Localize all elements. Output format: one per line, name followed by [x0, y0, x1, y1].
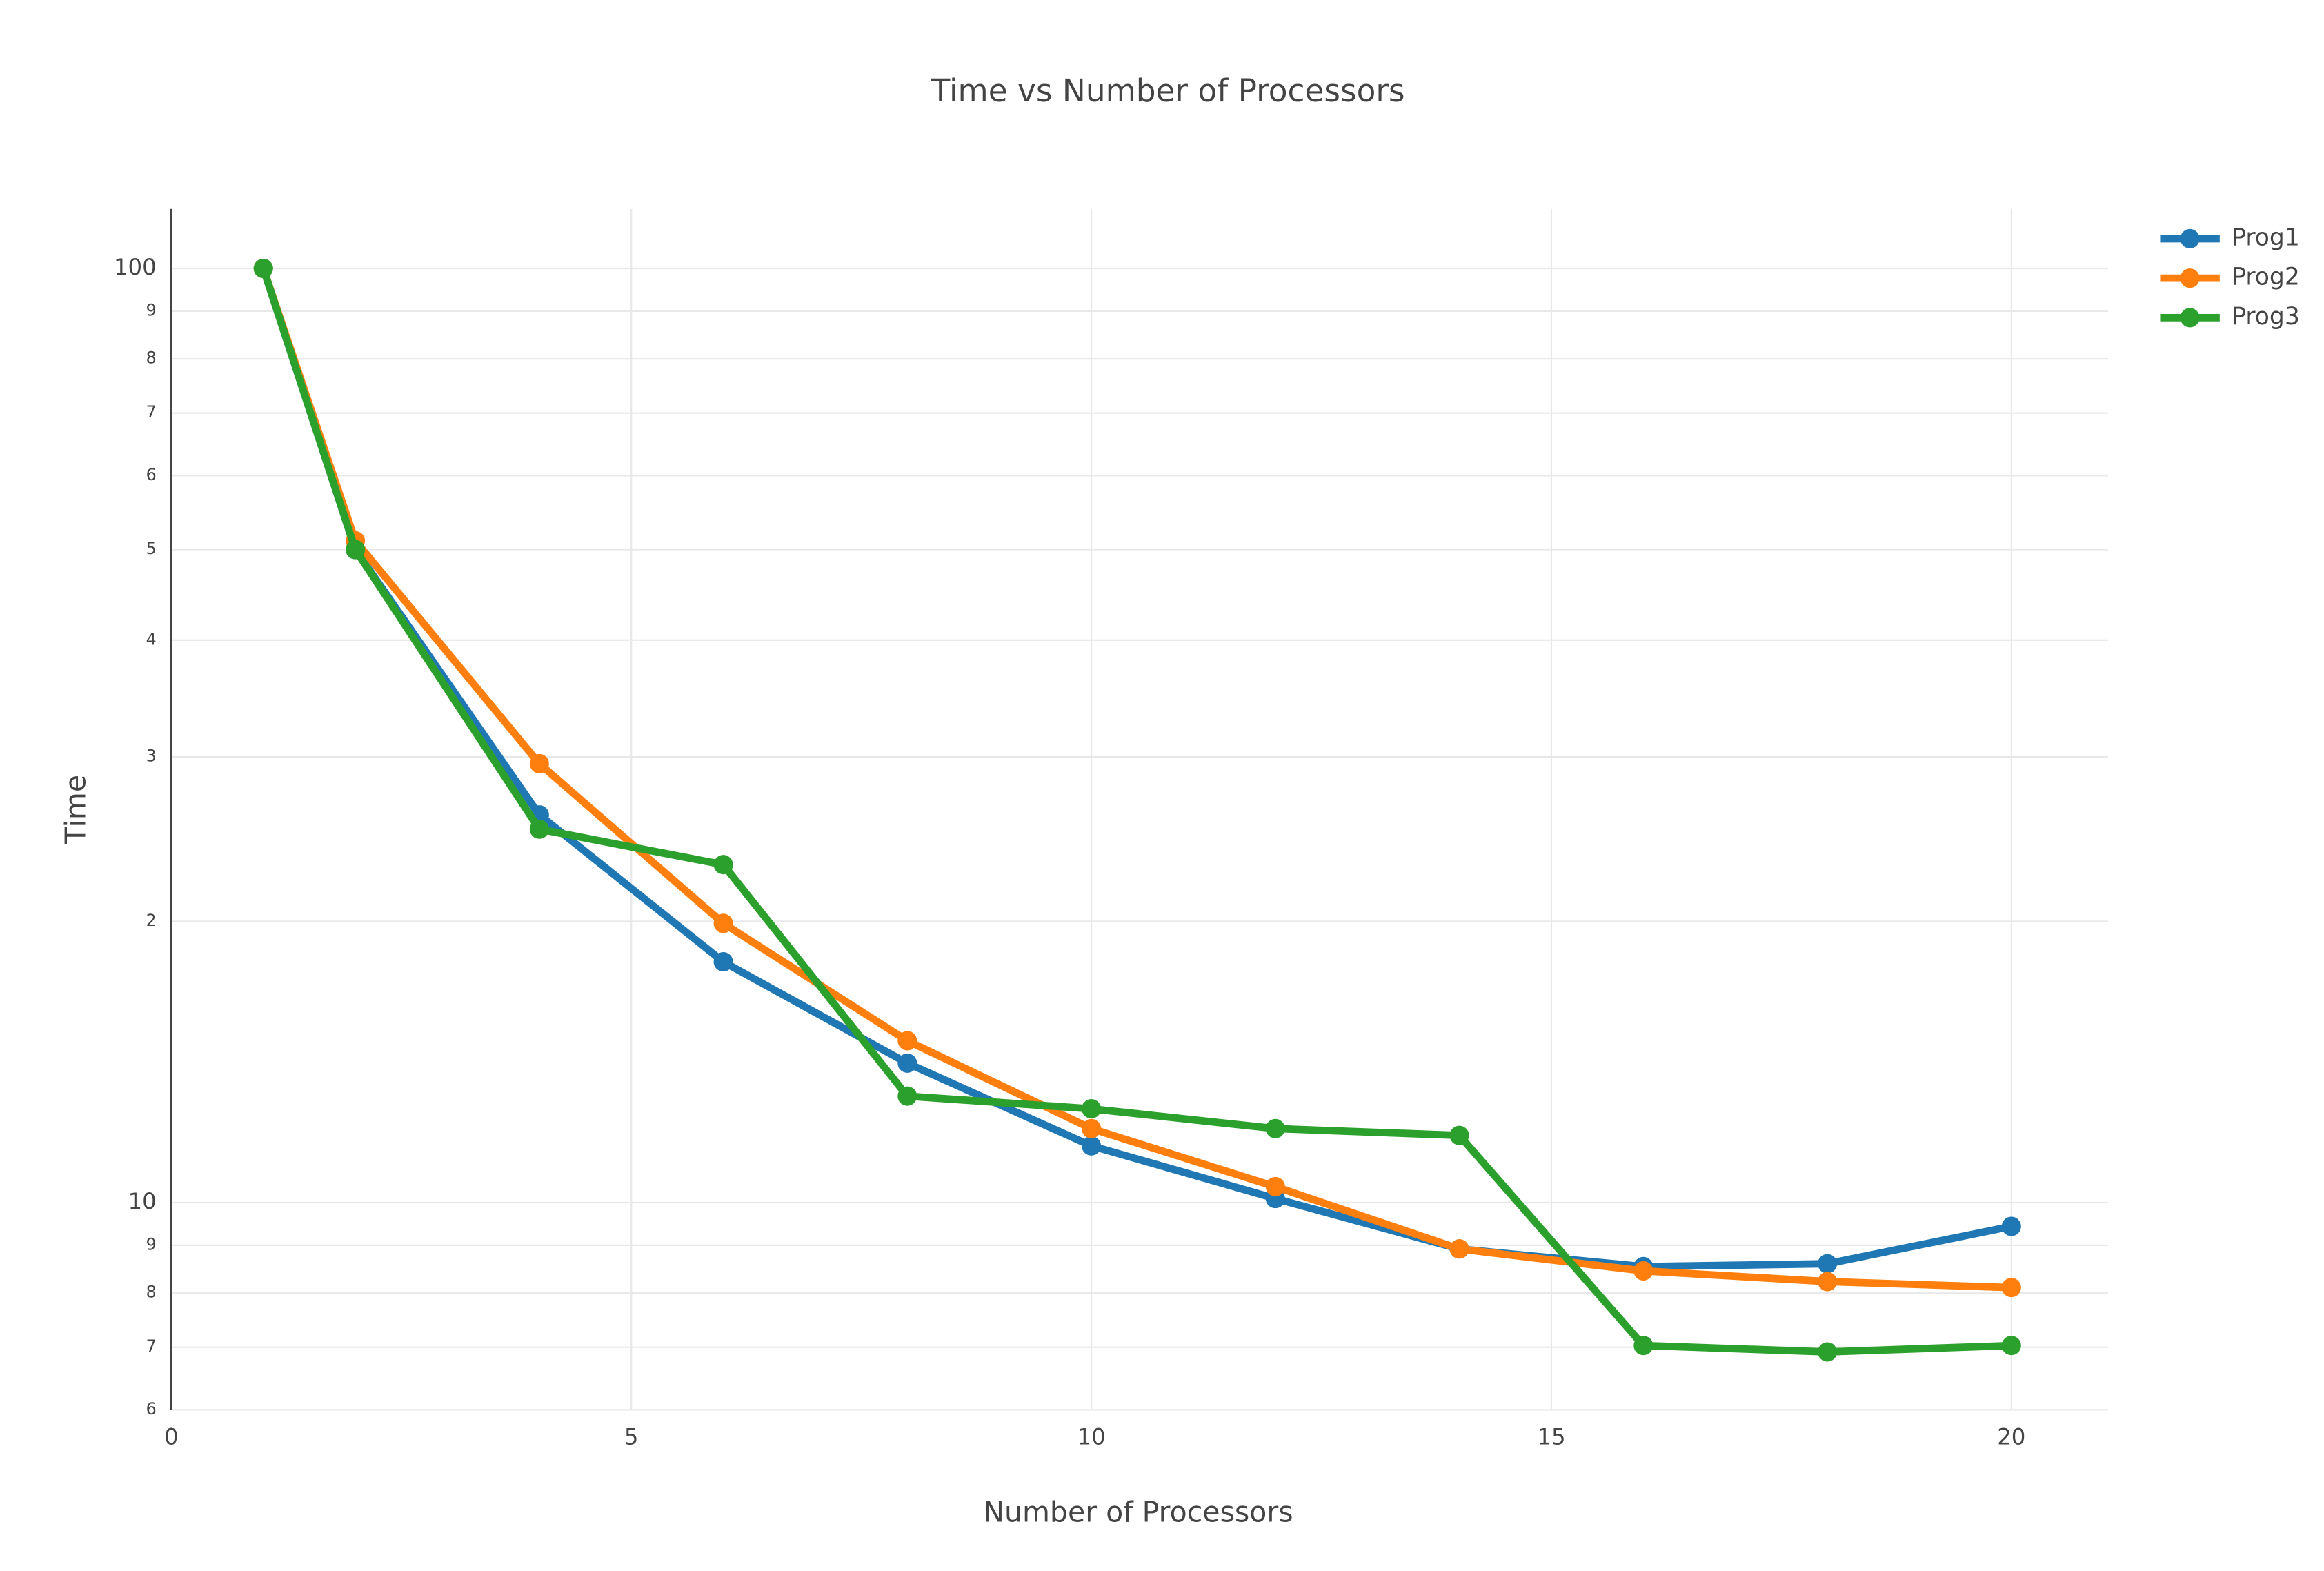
y-tick-label: 100: [114, 254, 157, 280]
data-point: [346, 540, 366, 560]
data-point: [1082, 1099, 1102, 1119]
legend-marker: [2180, 308, 2200, 328]
x-tick-label: 15: [1537, 1423, 1565, 1450]
data-point: [1082, 1118, 1102, 1138]
x-tick-label: 10: [1077, 1423, 1105, 1450]
series-line: [259, 267, 2012, 1356]
data-point: [529, 819, 549, 839]
data-point: [1633, 1336, 1653, 1356]
x-tick-label: 20: [1997, 1423, 2025, 1450]
y-tick-label: 9: [146, 1234, 157, 1254]
data-point: [1818, 1254, 1838, 1274]
y-tick-label: 3: [146, 746, 157, 765]
legend-label: Prog2: [2232, 264, 2300, 291]
chart-title: Time vs Number of Processors: [931, 72, 1405, 109]
y-tick-label: 5: [146, 539, 157, 558]
legend-marker: [2180, 228, 2200, 248]
y-tick-label: 10: [128, 1188, 157, 1214]
data-point: [2001, 1336, 2021, 1356]
data-point: [897, 1053, 917, 1073]
y-tick-label: 7: [146, 402, 157, 422]
data-point: [897, 1086, 917, 1106]
data-point: [2001, 1278, 2021, 1298]
data-point: [2001, 1216, 2021, 1236]
y-tick-label: 2: [146, 911, 157, 930]
y-tick-label: 7: [146, 1336, 157, 1356]
data-point: [1265, 1118, 1285, 1138]
data-point: [529, 753, 549, 773]
data-point: [1449, 1239, 1469, 1259]
data-point: [1082, 1136, 1102, 1156]
data-point: [1818, 1342, 1838, 1362]
data-point: [713, 952, 733, 972]
data-point: [713, 855, 733, 875]
y-tick-label: 8: [146, 1283, 157, 1302]
legend-marker: [2180, 268, 2200, 288]
data-point: [1818, 1272, 1838, 1292]
data-point: [253, 258, 273, 279]
x-tick-label: 0: [164, 1423, 179, 1450]
series-line: [259, 267, 2012, 1292]
y-tick-label: 6: [146, 1399, 157, 1419]
x-axis-title: Number of Processors: [983, 1496, 1293, 1529]
y-tick-label: 6: [146, 465, 157, 484]
y-tick-label: 4: [146, 629, 157, 649]
data-point: [1265, 1176, 1285, 1196]
data-point: [1449, 1125, 1469, 1145]
legend-label: Prog1: [2232, 224, 2300, 251]
y-axis-title: Time: [59, 775, 92, 844]
y-tick-label: 9: [146, 300, 157, 319]
data-point: [713, 913, 733, 933]
data-point: [1633, 1261, 1653, 1281]
y-tick-label: 8: [146, 348, 157, 368]
x-tick-label: 5: [624, 1423, 639, 1450]
legend-label: Prog3: [2232, 303, 2300, 330]
data-point: [897, 1031, 917, 1051]
